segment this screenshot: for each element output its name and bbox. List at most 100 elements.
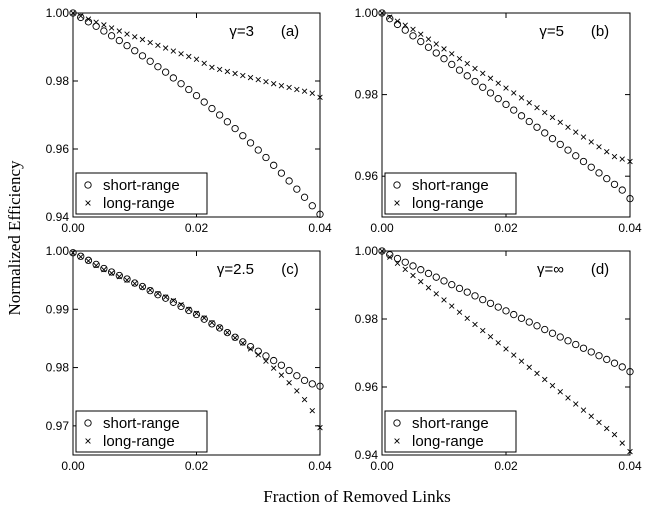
data-point <box>192 91 201 100</box>
legend-marker-cross <box>394 200 400 206</box>
data-point <box>595 169 603 177</box>
x-tick-label: 0.04 <box>308 221 332 235</box>
data-point <box>464 60 470 67</box>
data-point <box>534 104 540 111</box>
data-point <box>300 376 309 385</box>
y-tick-label: 1.00 <box>46 244 70 258</box>
data-point <box>387 14 393 20</box>
legend-label: long-range <box>103 433 175 450</box>
data-point <box>169 298 177 306</box>
data-point <box>231 124 239 133</box>
legend-marker-cross <box>394 438 400 444</box>
data-point <box>580 134 587 140</box>
data-point <box>224 329 231 336</box>
data-point <box>139 36 146 43</box>
y-tick-label: 0.94 <box>355 448 379 462</box>
data-point <box>494 303 502 311</box>
x-tick-label: 0.02 <box>185 221 209 235</box>
data-point <box>441 297 447 303</box>
data-point <box>541 325 549 334</box>
data-point <box>587 163 595 171</box>
data-point <box>185 85 193 94</box>
series-long-range <box>379 248 633 455</box>
panel-0: 0.00 0.02 0.04 0.94 0.96 0.98 1.00 γ=3 (a) short-… <box>46 6 332 235</box>
data-point <box>317 424 323 431</box>
data-point <box>417 37 425 46</box>
data-point <box>425 285 432 291</box>
data-point <box>441 46 447 52</box>
data-point <box>300 193 309 201</box>
data-point <box>246 342 255 351</box>
data-point <box>588 413 594 419</box>
data-point <box>169 74 177 82</box>
data-point <box>278 83 285 89</box>
data-point <box>147 287 153 293</box>
data-point <box>209 64 215 71</box>
data-point <box>572 152 580 160</box>
x-tick-label: 0.02 <box>494 459 518 473</box>
data-point <box>425 36 432 42</box>
data-point <box>246 139 255 147</box>
data-point <box>402 22 408 28</box>
data-point <box>100 27 108 35</box>
data-point <box>93 262 99 269</box>
data-point <box>255 76 261 83</box>
data-point <box>603 355 611 364</box>
data-point <box>123 275 131 283</box>
data-point <box>541 129 549 137</box>
panels: 0.00 0.02 0.04 0.94 0.96 0.98 1.00 γ=3 (a) short-… <box>46 6 642 473</box>
data-point <box>301 88 308 94</box>
data-point <box>533 123 541 131</box>
series-long-range <box>70 250 323 431</box>
data-point <box>472 321 478 328</box>
series-short-range <box>69 9 324 218</box>
data-point <box>131 47 139 55</box>
data-point <box>565 395 571 401</box>
y-tick-label: 1.00 <box>46 6 70 20</box>
data-point <box>192 310 201 319</box>
data-point <box>556 140 564 149</box>
y-tick-label: 0.96 <box>46 142 70 156</box>
data-point <box>223 118 232 126</box>
data-point <box>386 251 394 259</box>
data-point <box>77 13 85 22</box>
y-tick-label: 0.98 <box>355 88 379 102</box>
panel-label: (b) <box>591 23 609 40</box>
data-point <box>115 36 123 45</box>
data-point <box>263 358 269 364</box>
data-point <box>432 273 440 281</box>
series-long-range <box>70 10 323 101</box>
data-point <box>440 55 448 63</box>
data-point <box>224 68 231 75</box>
data-point <box>317 94 323 101</box>
data-point <box>146 57 154 65</box>
data-point <box>155 42 161 49</box>
data-point <box>503 85 509 91</box>
data-point <box>418 278 424 285</box>
data-point <box>542 109 548 116</box>
y-tick-label: 0.98 <box>46 74 70 88</box>
data-point <box>595 352 603 360</box>
data-point <box>619 156 625 162</box>
series-long-range <box>379 10 633 165</box>
series-short-range <box>378 247 634 376</box>
data-point <box>294 86 300 93</box>
data-point <box>432 49 440 57</box>
data-point <box>85 258 92 264</box>
data-point <box>479 295 487 304</box>
data-point <box>78 13 84 19</box>
data-point <box>379 10 385 16</box>
data-point <box>93 19 99 25</box>
data-point <box>480 327 486 334</box>
data-point <box>409 32 417 40</box>
data-point <box>549 382 556 389</box>
panel-label: (d) <box>591 261 609 278</box>
x-axis-title: Fraction of Removed Links <box>263 487 450 506</box>
data-point <box>147 39 153 46</box>
data-point <box>132 34 138 40</box>
legend-label: long-range <box>412 433 484 450</box>
data-point <box>618 363 626 371</box>
data-point <box>463 288 471 296</box>
data-point <box>239 338 247 346</box>
